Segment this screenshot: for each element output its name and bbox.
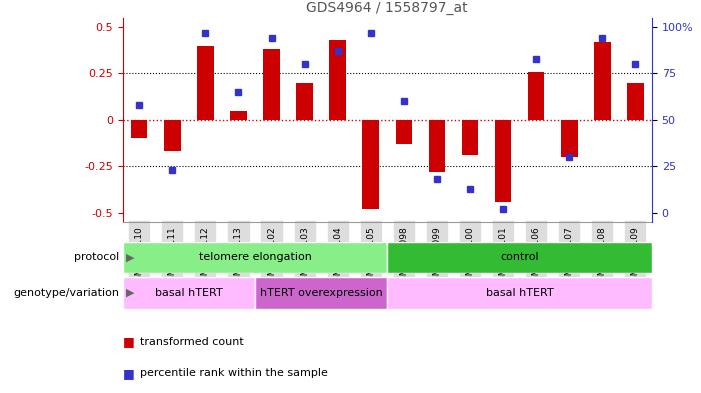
- Text: basal hTERT: basal hTERT: [486, 288, 554, 298]
- Bar: [462, 120, 478, 155]
- Bar: [561, 120, 578, 157]
- Text: control: control: [501, 252, 539, 263]
- Text: basal hTERT: basal hTERT: [155, 288, 223, 298]
- Bar: [627, 83, 644, 120]
- Bar: [264, 49, 280, 120]
- Text: ▶: ▶: [126, 288, 135, 298]
- Title: GDS4964 / 1558797_at: GDS4964 / 1558797_at: [306, 1, 468, 15]
- Bar: [594, 42, 611, 120]
- Bar: [329, 40, 346, 120]
- Text: protocol: protocol: [74, 252, 119, 263]
- Text: genotype/variation: genotype/variation: [13, 288, 119, 298]
- Bar: [123, 242, 388, 273]
- Text: percentile rank within the sample: percentile rank within the sample: [140, 368, 328, 378]
- Bar: [362, 120, 379, 209]
- Bar: [388, 277, 652, 309]
- Text: ■: ■: [123, 335, 135, 349]
- Bar: [428, 120, 445, 172]
- Text: telomere elongation: telomere elongation: [198, 252, 311, 263]
- Bar: [528, 72, 545, 120]
- Bar: [255, 277, 388, 309]
- Bar: [495, 120, 511, 202]
- Bar: [230, 110, 247, 120]
- Text: ■: ■: [123, 367, 135, 380]
- Text: hTERT overexpression: hTERT overexpression: [260, 288, 383, 298]
- Bar: [123, 277, 255, 309]
- Bar: [197, 46, 214, 120]
- Bar: [164, 120, 181, 151]
- Bar: [395, 120, 412, 144]
- Bar: [131, 120, 147, 138]
- Bar: [388, 242, 652, 273]
- Text: transformed count: transformed count: [140, 337, 244, 347]
- Bar: [297, 83, 313, 120]
- Text: ▶: ▶: [126, 252, 135, 263]
